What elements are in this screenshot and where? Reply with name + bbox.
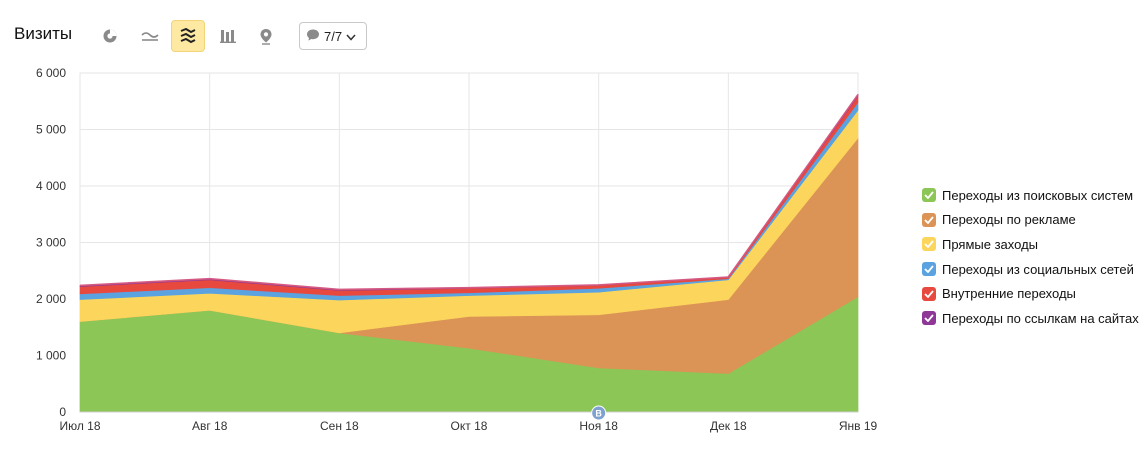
- legend-label: Внутренние переходы: [942, 286, 1076, 302]
- chart-legend: Переходы из поисковых систем Переходы по …: [922, 183, 1139, 331]
- bar-chart-icon: [220, 29, 236, 43]
- legend-label: Переходы по ссылкам на сайтах: [942, 310, 1139, 326]
- y-tick-label: 3 000: [36, 236, 66, 250]
- chevron-down-icon: [346, 29, 356, 44]
- pie-view-button[interactable]: [93, 20, 127, 52]
- legend-label: Переходы из социальных сетей: [942, 261, 1134, 277]
- map-view-button[interactable]: [249, 20, 283, 52]
- line-view-button[interactable]: [133, 20, 167, 52]
- stacked-area-chart: 0 1 000 2 000 3 000 4 000 5 000 6 000 Июл 18 Авг…: [36, 66, 878, 433]
- bar-view-button[interactable]: [211, 20, 245, 52]
- checkbox-icon[interactable]: [922, 311, 936, 326]
- chart-toolbar: Визиты 7/7: [0, 0, 1145, 70]
- annotation-marker-label: В: [595, 409, 602, 419]
- y-tick-label: 2 000: [36, 292, 66, 306]
- x-tick-label: Дек 18: [710, 419, 747, 433]
- y-tick-label: 0: [59, 405, 66, 419]
- y-tick-label: 6 000: [36, 66, 66, 80]
- x-tick-label: Июл 18: [59, 419, 100, 433]
- legend-item[interactable]: Переходы из социальных сетей: [922, 257, 1139, 282]
- y-tick-label: 5 000: [36, 123, 66, 137]
- y-tick-label: 1 000: [36, 349, 66, 363]
- x-tick-label: Сен 18: [320, 419, 359, 433]
- checkbox-icon[interactable]: [922, 212, 936, 227]
- series-filter-dropdown[interactable]: 7/7: [299, 22, 367, 50]
- x-tick-label: Авг 18: [192, 419, 228, 433]
- speech-bubble-icon: [306, 28, 320, 45]
- area-chart-icon: [179, 28, 197, 44]
- y-tick-label: 4 000: [36, 179, 66, 193]
- chart-title: Визиты: [14, 24, 73, 43]
- x-tick-label: Ноя 18: [579, 419, 618, 433]
- x-tick-label: Янв 19: [839, 419, 878, 433]
- x-tick-label: Окт 18: [451, 419, 488, 433]
- filter-count: 7/7: [324, 28, 343, 44]
- legend-item[interactable]: Переходы по ссылкам на сайтах: [922, 306, 1139, 331]
- checkbox-icon[interactable]: [922, 286, 936, 301]
- legend-label: Прямые заходы: [942, 236, 1039, 252]
- legend-label: Переходы из поисковых систем: [942, 187, 1134, 203]
- pie-chart-icon: [102, 28, 118, 44]
- legend-item[interactable]: Переходы по рекламе: [922, 208, 1139, 233]
- line-chart-icon: [141, 29, 159, 43]
- map-pin-icon: [259, 28, 273, 45]
- checkbox-icon[interactable]: [922, 262, 936, 277]
- area-view-button[interactable]: [171, 20, 205, 52]
- annotation-marker: [591, 405, 607, 421]
- checkbox-icon[interactable]: [922, 237, 936, 252]
- series-top-line: [79, 94, 859, 291]
- legend-label: Переходы по рекламе: [942, 212, 1076, 228]
- legend-item[interactable]: Переходы из поисковых систем: [922, 183, 1139, 208]
- legend-item[interactable]: Прямые заходы: [922, 232, 1139, 257]
- legend-item[interactable]: Внутренние переходы: [922, 281, 1139, 306]
- checkbox-icon[interactable]: [922, 188, 936, 203]
